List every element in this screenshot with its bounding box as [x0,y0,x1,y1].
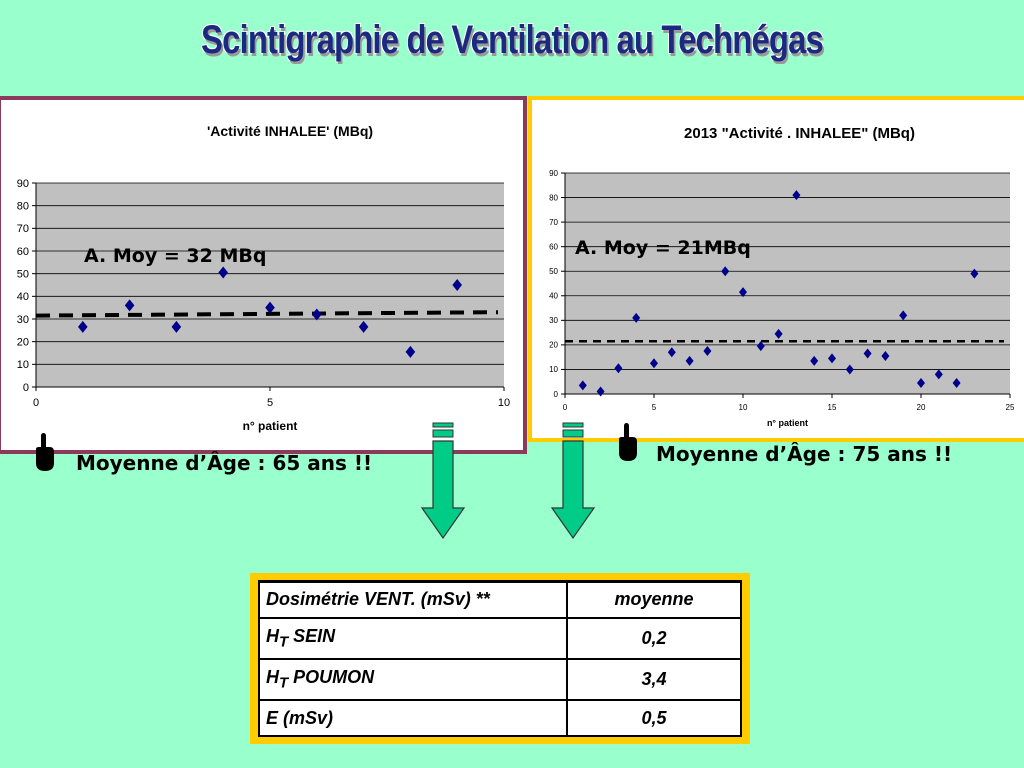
plot-area [36,183,504,387]
down-arrow-icon [550,422,596,540]
y-tick-label: 90 [17,178,29,190]
y-tick-label: 20 [549,341,558,350]
data-point [218,266,228,279]
row-label: E (mSv) [258,699,568,737]
y-tick-label: 70 [549,218,558,227]
data-point [614,363,623,374]
x-tick-label: 25 [1006,403,1015,412]
data-point [774,328,783,339]
y-tick-label: 40 [549,292,558,301]
y-tick-label: 30 [17,314,29,326]
data-point [312,308,322,321]
y-tick-label: 70 [17,223,29,235]
x-tick-label: 5 [267,397,273,409]
y-tick-label: 50 [17,269,29,281]
dosimetry-table: Dosimétrie VENT. (mSv) ** moyenne HT SEI… [258,579,742,737]
data-point [845,364,854,375]
dosimetry-table-frame: Dosimétrie VENT. (mSv) ** moyenne HT SEI… [250,573,750,744]
slide-title: Scintigraphie de Ventilation au Technéga… [201,18,824,62]
table-header-mean: moyenne [566,579,742,619]
x-axis-label: n° patient [767,418,808,428]
x-tick-label: 5 [652,403,657,412]
data-point [828,353,836,364]
x-tick-label: 0 [33,397,39,409]
y-tick-label: 50 [549,267,558,276]
chart-right: 2013 "Activité . INHALEE" (MBq) 0 10 20 30 40… [549,125,1015,428]
data-point [358,320,369,333]
data-point [739,287,747,298]
y-tick-label: 0 [554,390,559,399]
data-point [721,266,730,277]
data-point [124,299,135,312]
table-row: HT POUMON 3,4 [258,658,742,702]
data-point [650,358,658,369]
data-point [265,301,275,314]
data-point [810,355,819,366]
table-header-label: Dosimétrie VENT. (mSv) ** [258,579,568,619]
row-value: 0,5 [566,699,742,737]
mean-annotation: A. Moy = 32 MBq [84,245,266,267]
y-tick-label: 60 [17,246,29,258]
y-tick-label: 10 [549,365,558,374]
y-tick-label: 80 [17,201,29,213]
mean-annotation: A. Moy = 21MBq [575,237,751,259]
x-tick-label: 20 [917,403,926,412]
data-point [685,355,694,366]
mean-dashed-line [35,310,499,318]
x-tick-label: 10 [498,397,510,409]
chart-panel-left: 'Activité INHALEE' (MBq) 0 10 20 30 40 50 60 70 8… [0,96,527,454]
row-value: 3,4 [566,658,742,702]
y-tick-label: 20 [17,337,29,349]
data-point [881,350,890,361]
plot-area [565,173,1010,394]
data-point [596,386,605,397]
row-label: HT POUMON [258,658,568,702]
pointing-hand-icon [615,423,639,469]
y-tick-label: 10 [17,359,29,371]
data-point [756,341,765,352]
y-tick-label: 0 [23,382,29,394]
data-point [970,268,979,279]
data-point [632,312,641,323]
data-point [78,320,88,333]
chart-left: 'Activité INHALEE' (MBq)0102030405060708… [17,123,510,433]
row-value: 0,2 [566,616,742,661]
data-point [405,345,416,358]
table-row: HT SEIN 0,2 [258,616,742,661]
y-tick-label: 40 [17,291,29,303]
data-point [578,380,587,391]
x-tick-label: 15 [828,403,837,412]
data-point [952,377,961,388]
data-point [171,320,182,333]
y-tick-label: 80 [549,193,558,202]
data-point [863,348,872,359]
data-point [934,369,943,380]
chart-title: 'Activité INHALEE' (MBq) [207,123,373,139]
data-point [667,347,676,358]
down-arrow-icon [420,422,466,540]
y-tick-label: 90 [549,169,558,178]
pointing-hand-icon [32,433,56,479]
x-tick-label: 0 [563,403,568,412]
note-age-left: Moyenne d’Âge : 65 ans !! [76,451,373,475]
y-tick-label: 30 [549,316,558,325]
table-header-row: Dosimétrie VENT. (mSv) ** moyenne [258,579,742,619]
chart-title: 2013 "Activité . INHALEE" (MBq) [684,125,915,142]
row-label: HT SEIN [258,616,568,661]
data-point [792,190,801,201]
note-age-right: Moyenne d’Âge : 75 ans !! [656,442,953,466]
data-point [703,346,712,357]
data-point [917,377,925,388]
x-tick-label: 10 [739,403,748,412]
chart-panel-right: 2013 "Activité . INHALEE" (MBq) 0 10 20 30 40… [528,96,1024,442]
table-row: E (mSv) 0,5 [258,699,742,737]
data-point [899,310,908,321]
x-axis-label: n° patient [243,419,298,433]
y-tick-label: 60 [549,242,558,251]
data-point [452,279,462,291]
